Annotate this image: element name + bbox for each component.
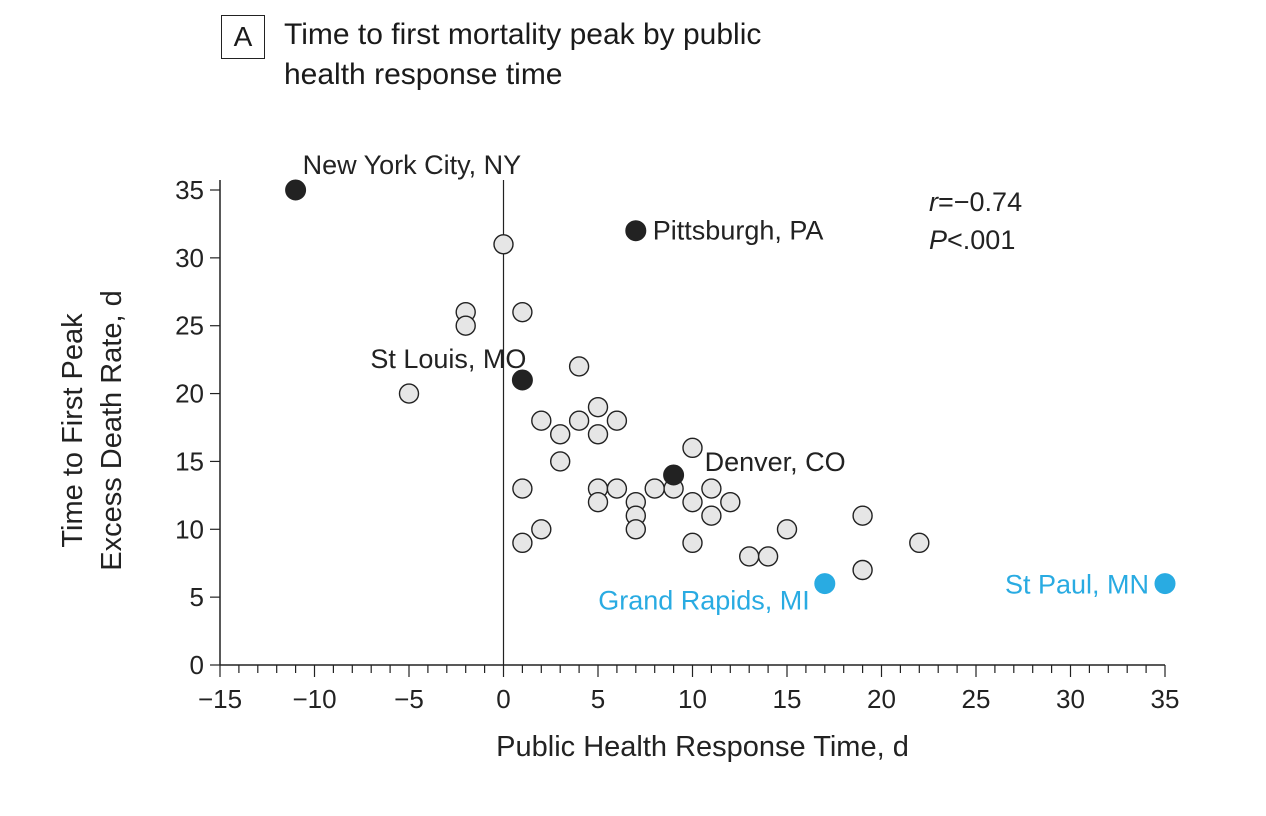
data-point [701,505,722,526]
x-tick-label: 30 [1056,684,1085,714]
highlighted-point [285,179,307,201]
x-tick-label: 5 [591,684,605,714]
x-tick-label: −15 [198,684,242,714]
data-point [568,410,590,431]
x-axis-label: Public Health Response Time, d [496,731,909,763]
x-tick-label: 25 [962,684,991,714]
data-point [455,315,476,336]
y-tick-label: 10 [175,514,204,544]
chart-title: Time to first mortality peak by public h… [284,18,762,91]
data-point [531,410,552,431]
x-tick-label: 35 [1151,684,1180,714]
city-label: St Louis, MO [370,344,526,374]
data-point [587,491,609,513]
highlighted-point [625,220,647,242]
data-point [606,478,628,499]
y-tick-label: 25 [175,311,204,341]
city-label: Pittsburgh, PA [653,216,824,246]
x-tick-label: 0 [496,684,510,714]
r-symbol: r [929,187,939,217]
x-tick-label: −10 [292,684,336,714]
data-point [606,410,628,431]
city-label: St Paul, MN [1005,570,1149,600]
data-point [682,532,703,554]
p-symbol: P [929,225,947,255]
data-point [909,532,930,554]
data-point [587,396,609,418]
data-point [852,559,873,581]
highlighted-point [1154,573,1176,595]
data-point [512,532,533,554]
data-point [757,546,779,567]
city-label: New York City, NY [303,150,522,180]
data-point [720,491,741,513]
x-tick-label: 10 [678,684,707,714]
data-point [550,424,571,445]
data-point [568,356,590,377]
data-point [512,301,533,323]
correlation-stat: r=−0.74 [929,187,1022,217]
x-tick-label: 15 [773,684,802,714]
data-point [739,546,760,567]
y-tick-label: 30 [175,243,204,273]
city-label: Grand Rapids, MI [598,586,810,616]
r-value: =−0.74 [938,187,1022,217]
city-label: Denver, CO [705,447,846,477]
data-point [682,491,703,513]
data-point [644,478,665,499]
x-tick-label: 20 [867,684,896,714]
y-axis-label: Time to First Peak Excess Death Rate, d [57,290,128,570]
p-value-stat: P<.001 [929,225,1015,255]
highlighted-point [511,369,533,391]
y-tick-label: 15 [175,446,204,476]
highlighted-point [814,573,836,595]
data-point [625,519,646,540]
data-point [701,478,722,499]
data-point [531,519,552,540]
y-axis-label-line: Excess Death Rate, d [96,290,128,570]
x-tick-label: −5 [394,684,424,714]
data-point [776,519,798,540]
data-point [587,424,609,445]
y-axis-label-line: Time to First Peak [57,313,89,548]
y-tick-label: 20 [175,379,204,409]
panel-letter: A [221,15,265,59]
y-tick-label: 5 [190,582,204,612]
highlighted-point [663,464,685,486]
data-point [512,478,533,499]
data-point [852,505,873,526]
panel-header: A Time to first mortality peak by public… [221,15,844,95]
y-tick-label: 35 [175,175,204,205]
data-point [493,234,514,255]
data-point [682,437,703,459]
data-point [398,383,420,404]
data-point [550,451,571,472]
p-value: <.001 [947,225,1015,255]
y-tick-label: 0 [190,650,204,680]
